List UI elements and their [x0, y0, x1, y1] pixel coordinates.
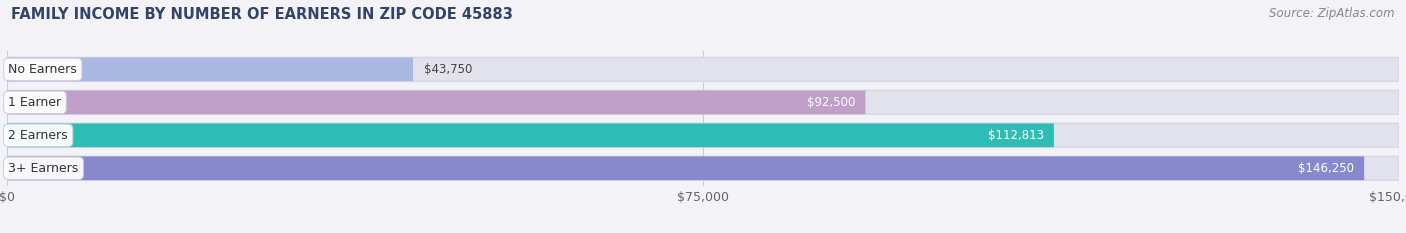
FancyBboxPatch shape — [7, 58, 413, 81]
Text: Source: ZipAtlas.com: Source: ZipAtlas.com — [1270, 7, 1395, 20]
FancyBboxPatch shape — [7, 90, 866, 114]
FancyBboxPatch shape — [7, 58, 1399, 81]
Text: $43,750: $43,750 — [425, 63, 472, 76]
Text: 3+ Earners: 3+ Earners — [8, 162, 79, 175]
FancyBboxPatch shape — [7, 90, 1399, 114]
FancyBboxPatch shape — [7, 156, 1399, 180]
Text: FAMILY INCOME BY NUMBER OF EARNERS IN ZIP CODE 45883: FAMILY INCOME BY NUMBER OF EARNERS IN ZI… — [11, 7, 513, 22]
FancyBboxPatch shape — [7, 156, 1364, 180]
Text: No Earners: No Earners — [8, 63, 77, 76]
Text: $112,813: $112,813 — [988, 129, 1045, 142]
Text: $146,250: $146,250 — [1298, 162, 1354, 175]
Text: $92,500: $92,500 — [807, 96, 856, 109]
Text: 2 Earners: 2 Earners — [8, 129, 67, 142]
FancyBboxPatch shape — [7, 123, 1399, 147]
FancyBboxPatch shape — [7, 123, 1054, 147]
Text: 1 Earner: 1 Earner — [8, 96, 62, 109]
